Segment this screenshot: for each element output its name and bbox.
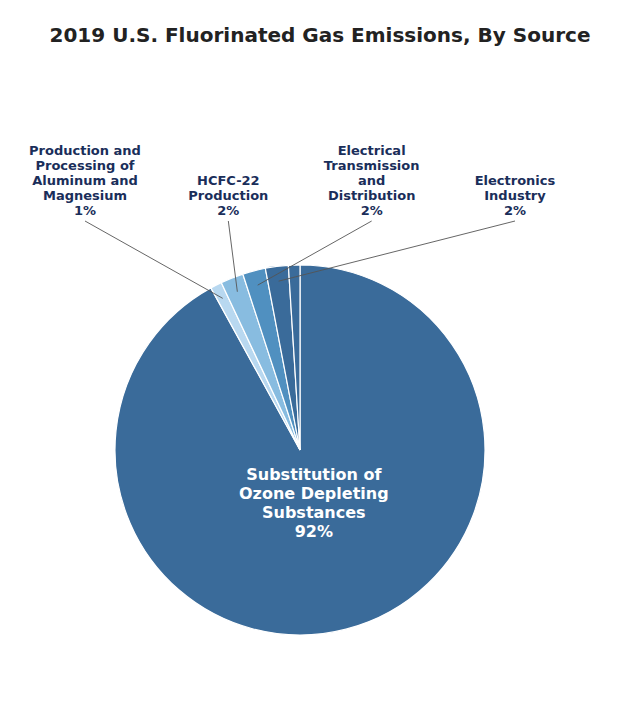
slice-label: Production xyxy=(188,188,268,203)
chart: 2019 U.S. Fluorinated Gas Emissions, By … xyxy=(0,0,640,709)
slice xyxy=(265,265,300,450)
title: 2019 U.S. Fluorinated Gas Emissions, By … xyxy=(50,23,591,47)
slice xyxy=(288,265,300,450)
slice-label: 2% xyxy=(504,203,526,218)
slice-label: Industry xyxy=(484,188,546,203)
outside-label: ElectronicsIndustry2% xyxy=(475,173,556,218)
slice-label: 1% xyxy=(74,203,96,218)
slice-label: Substitution of xyxy=(246,465,382,484)
outside-label: ElectricalTransmissionandDistribution2% xyxy=(324,143,420,218)
inside-label: Substitution ofOzone DepletingSubstances… xyxy=(239,465,389,541)
slice xyxy=(115,265,485,635)
leader-line xyxy=(279,221,515,281)
pie xyxy=(115,265,485,635)
slice-label: and xyxy=(358,173,385,188)
slice-label: 2% xyxy=(217,203,239,218)
slice-label: Production and xyxy=(29,143,141,158)
leader-line xyxy=(228,221,237,292)
slice-label: 2% xyxy=(361,203,383,218)
slice-label: Ozone Depleting xyxy=(239,484,389,503)
slice-label: Substances xyxy=(262,503,366,522)
slice-label: Transmission xyxy=(324,158,420,173)
slice-label: 92% xyxy=(295,522,333,541)
slice-label: HCFC-22 xyxy=(197,173,260,188)
labels: Substitution ofOzone DepletingSubstances… xyxy=(29,143,555,541)
slice-label: Magnesium xyxy=(43,188,127,203)
slice-label: Electrical xyxy=(338,143,406,158)
slice-label: Aluminum and xyxy=(32,173,138,188)
leader-line xyxy=(85,221,223,298)
slice-label: Processing of xyxy=(36,158,135,173)
slice-label: Electronics xyxy=(475,173,556,188)
outside-label: HCFC-22Production2% xyxy=(188,173,268,218)
leader-line xyxy=(258,221,372,285)
slice-label: Distribution xyxy=(328,188,415,203)
outside-label: Production andProcessing ofAluminum andM… xyxy=(29,143,141,218)
